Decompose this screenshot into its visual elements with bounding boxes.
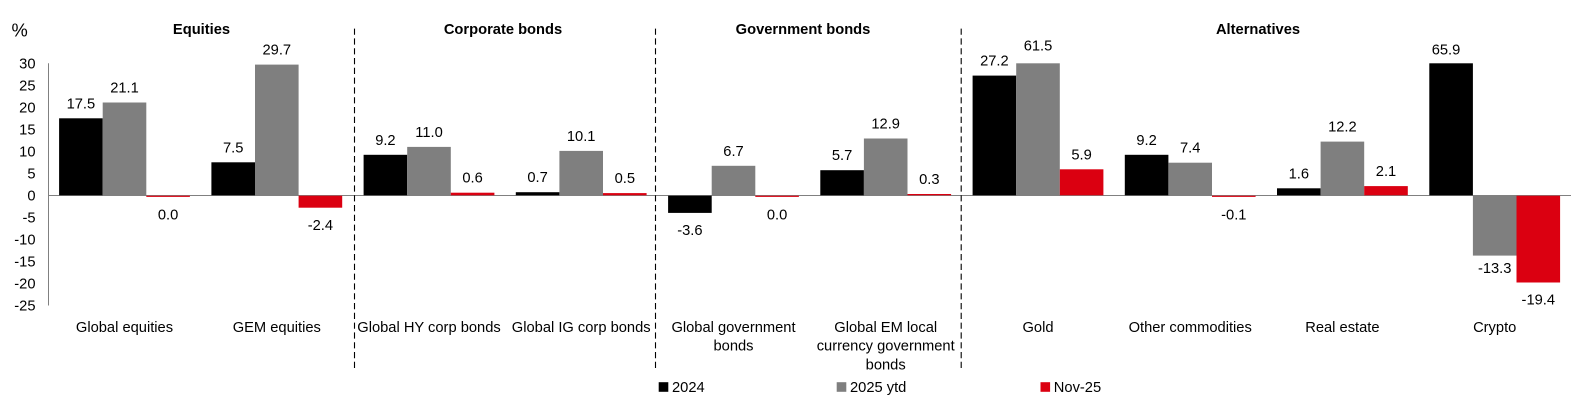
svg-text:6.7: 6.7 <box>723 144 743 160</box>
svg-text:Real estate: Real estate <box>1305 320 1379 336</box>
svg-text:Global EM local: Global EM local <box>834 320 937 336</box>
svg-text:Gold: Gold <box>1022 320 1053 336</box>
svg-text:29.7: 29.7 <box>263 43 292 59</box>
svg-text:Global equities: Global equities <box>76 320 173 336</box>
svg-text:GEM equities: GEM equities <box>233 320 321 336</box>
svg-text:30: 30 <box>19 57 35 73</box>
svg-text:-2.4: -2.4 <box>308 218 333 234</box>
svg-text:-3.6: -3.6 <box>677 223 702 239</box>
svg-text:0.0: 0.0 <box>158 207 178 223</box>
svg-text:-19.4: -19.4 <box>1522 293 1555 309</box>
svg-text:9.2: 9.2 <box>1136 133 1156 149</box>
svg-text:25: 25 <box>19 79 35 95</box>
svg-text:17.5: 17.5 <box>67 96 96 112</box>
svg-text:bonds: bonds <box>713 339 753 355</box>
svg-text:-25: -25 <box>14 299 35 315</box>
svg-text:5: 5 <box>27 167 35 183</box>
svg-text:-10: -10 <box>14 233 35 249</box>
svg-text:currency government: currency government <box>817 339 955 355</box>
svg-text:Nov-25: Nov-25 <box>1054 380 1101 396</box>
svg-text:Crypto: Crypto <box>1473 320 1516 336</box>
svg-text:0.6: 0.6 <box>462 171 482 187</box>
svg-text:Alternatives: Alternatives <box>1216 22 1300 38</box>
svg-text:5.9: 5.9 <box>1071 147 1091 163</box>
svg-text:7.4: 7.4 <box>1180 141 1200 157</box>
svg-text:12.9: 12.9 <box>871 117 900 133</box>
svg-text:10: 10 <box>19 145 35 161</box>
svg-text:Global government: Global government <box>671 320 795 336</box>
svg-text:2024: 2024 <box>672 380 705 396</box>
svg-text:Government bonds: Government bonds <box>736 22 871 38</box>
svg-text:Equities: Equities <box>173 22 230 38</box>
svg-text:-20: -20 <box>14 277 35 293</box>
svg-text:-13.3: -13.3 <box>1478 261 1511 277</box>
svg-text:21.1: 21.1 <box>110 81 139 97</box>
svg-text:-15: -15 <box>14 255 35 271</box>
svg-text:0.0: 0.0 <box>767 207 787 223</box>
svg-text:61.5: 61.5 <box>1024 39 1053 55</box>
svg-text:10.1: 10.1 <box>567 129 596 145</box>
svg-text:20: 20 <box>19 101 35 117</box>
svg-text:Global HY corp bonds: Global HY corp bonds <box>357 320 500 336</box>
svg-text:-5: -5 <box>22 211 35 227</box>
svg-text:bonds: bonds <box>866 357 906 373</box>
svg-text:0.3: 0.3 <box>919 172 939 188</box>
svg-text:15: 15 <box>19 123 35 139</box>
svg-text:12.2: 12.2 <box>1328 120 1357 136</box>
svg-text:11.0: 11.0 <box>415 125 443 141</box>
svg-text:2.1: 2.1 <box>1376 164 1396 180</box>
svg-text:Other commodities: Other commodities <box>1129 320 1252 336</box>
svg-text:0: 0 <box>27 189 35 205</box>
svg-text:Corporate bonds: Corporate bonds <box>444 22 562 38</box>
svg-text:9.2: 9.2 <box>375 133 395 149</box>
svg-text:65.9: 65.9 <box>1432 43 1461 59</box>
svg-text:0.5: 0.5 <box>615 171 635 187</box>
svg-text:7.5: 7.5 <box>223 140 243 156</box>
svg-text:27.2: 27.2 <box>980 54 1009 70</box>
svg-text:0.7: 0.7 <box>527 170 547 186</box>
svg-text:5.7: 5.7 <box>832 148 852 164</box>
svg-text:-0.1: -0.1 <box>1221 207 1246 223</box>
svg-text:%: % <box>12 20 28 41</box>
svg-text:Global IG corp bonds: Global IG corp bonds <box>512 320 651 336</box>
svg-text:2025 ytd: 2025 ytd <box>850 380 906 396</box>
svg-text:1.6: 1.6 <box>1289 166 1309 182</box>
